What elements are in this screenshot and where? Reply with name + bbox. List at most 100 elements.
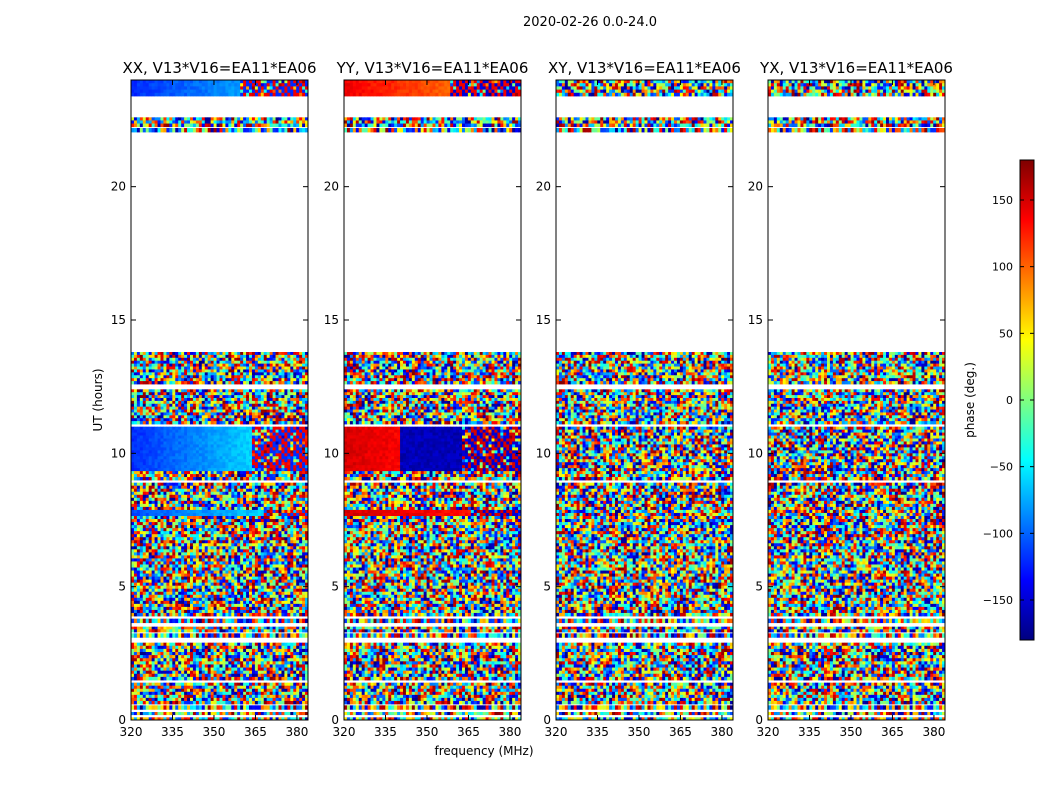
heatmap-cell	[284, 667, 288, 672]
heatmap-cell	[225, 543, 229, 547]
heatmap-cell	[305, 661, 308, 665]
heatmap-cell	[302, 540, 306, 544]
heatmap-cell	[290, 549, 294, 553]
heatmap-cell	[204, 603, 209, 608]
heatmap-cell	[163, 606, 167, 611]
heatmap-cell	[240, 552, 244, 556]
heatmap-cell	[157, 441, 161, 445]
heatmap-cell	[269, 540, 273, 544]
heatmap-cell	[275, 438, 279, 442]
heatmap-cell	[204, 432, 209, 436]
heatmap-cell	[266, 712, 271, 716]
heatmap-cell	[249, 676, 253, 681]
heatmap-cell	[287, 522, 291, 526]
heatmap-cell	[228, 694, 232, 699]
heatmap-cell	[260, 618, 265, 624]
heatmap-cell	[281, 537, 285, 541]
heatmap-cell	[136, 546, 141, 550]
heatmap-cell	[139, 673, 144, 678]
heatmap-cell	[240, 441, 244, 445]
heatmap-cell	[157, 432, 161, 436]
heatmap-band	[131, 626, 308, 633]
heatmap-cell	[249, 462, 253, 466]
heatmap-cell	[145, 688, 150, 693]
heatmap-cell	[142, 673, 147, 678]
heatmap-cell	[219, 432, 223, 436]
heatmap-cell	[192, 558, 197, 562]
heatmap-cell	[228, 537, 232, 541]
heatmap-cell	[187, 691, 191, 696]
heatmap-cell	[157, 531, 161, 535]
heatmap-cell	[225, 582, 229, 587]
heatmap-cell	[139, 591, 144, 596]
heatmap-cell	[290, 717, 294, 720]
heatmap-cell	[290, 438, 294, 442]
heatmap-cell	[198, 485, 203, 490]
heatmap-cell	[181, 549, 185, 553]
heatmap-cell	[290, 485, 294, 490]
heatmap-cell	[243, 491, 247, 496]
heatmap-cell	[195, 549, 200, 553]
heatmap-cell	[184, 573, 188, 578]
heatmap-cell	[228, 603, 232, 608]
heatmap-cell	[234, 456, 238, 460]
heatmap-cell	[184, 705, 188, 710]
heatmap-cell	[204, 509, 209, 514]
heatmap-cell	[293, 516, 297, 520]
heatmap-cell	[216, 450, 220, 454]
heatmap-cell	[154, 567, 158, 571]
heatmap-cell	[192, 705, 197, 710]
heatmap-cell	[228, 485, 232, 490]
heatmap-cell	[181, 670, 185, 675]
heatmap-cell	[225, 694, 229, 699]
heatmap-cell	[154, 438, 158, 442]
heatmap-cell	[254, 462, 259, 466]
heatmap-cell	[296, 546, 300, 550]
heatmap-cell	[263, 682, 268, 687]
heatmap-cell	[195, 497, 200, 502]
heatmap-cell	[243, 585, 247, 590]
heatmap-cell	[154, 588, 158, 593]
heatmap-cell	[195, 648, 200, 653]
heatmap-cell	[228, 482, 232, 487]
heatmap-cell	[175, 534, 179, 538]
heatmap-cell	[272, 549, 276, 553]
heatmap-cell	[207, 694, 212, 699]
heatmap-cell	[260, 444, 265, 448]
heatmap-cell	[163, 509, 167, 514]
heatmap-cell	[204, 576, 209, 581]
heatmap-cell	[260, 633, 265, 638]
heatmap-cell	[169, 447, 173, 451]
heatmap-cell	[260, 441, 265, 445]
heatmap-cell	[190, 432, 194, 436]
heatmap-cell	[237, 664, 241, 668]
heatmap-cell	[213, 453, 217, 457]
heatmap-cell	[148, 459, 153, 463]
heatmap-cell	[272, 685, 276, 690]
heatmap-cell	[278, 685, 282, 690]
heatmap-cell	[228, 673, 232, 678]
heatmap-cell	[293, 648, 297, 653]
heatmap-cell	[299, 512, 303, 517]
heatmap-cell	[139, 432, 144, 436]
heatmap-cell	[260, 506, 265, 511]
heatmap-cell	[210, 432, 214, 436]
heatmap-cell	[163, 573, 167, 578]
heatmap-cell	[187, 603, 191, 608]
heatmap-cell	[260, 597, 265, 602]
heatmap-cell	[178, 688, 182, 693]
heatmap-cell	[181, 519, 185, 523]
heatmap-cell	[181, 594, 185, 599]
heatmap-cell	[178, 600, 182, 605]
heatmap-cell	[172, 429, 176, 433]
heatmap-cell	[296, 540, 300, 544]
heatmap-cell	[281, 691, 285, 696]
heatmap-cell	[210, 673, 214, 678]
heatmap-cell	[157, 652, 161, 656]
heatmap-cell	[290, 582, 294, 587]
heatmap-cell	[225, 600, 229, 605]
heatmap-cell	[184, 438, 188, 442]
heatmap-cell	[222, 570, 226, 574]
heatmap-cell	[302, 705, 306, 710]
heatmap-cell	[290, 534, 294, 538]
